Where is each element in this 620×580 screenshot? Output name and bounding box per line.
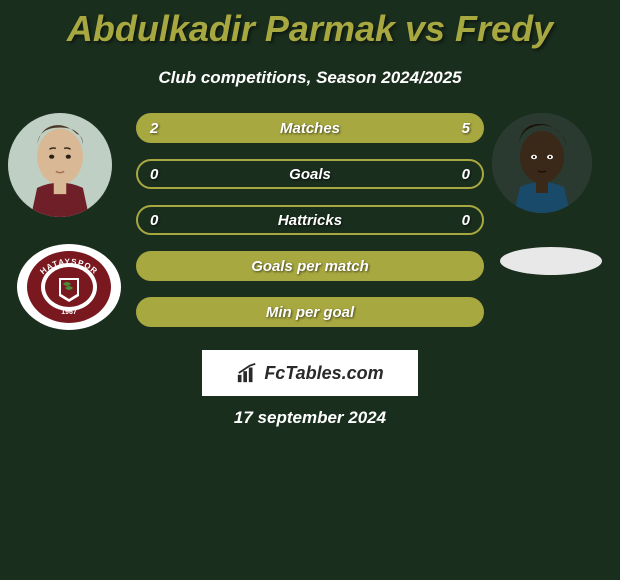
player-left-silhouette-icon bbox=[8, 113, 112, 217]
player-right-avatar bbox=[492, 113, 592, 213]
page-subtitle: Club competitions, Season 2024/2025 bbox=[0, 68, 620, 88]
player-left-avatar bbox=[8, 113, 112, 217]
club-right-badge bbox=[500, 247, 602, 275]
stat-label: Goals per match bbox=[138, 258, 482, 275]
club-left-crest-icon: HATAYSPOR 1967 bbox=[17, 244, 121, 330]
stat-row: Min per goal bbox=[136, 297, 484, 327]
stat-row: 2Matches5 bbox=[136, 113, 484, 143]
stat-label: Matches bbox=[138, 120, 482, 137]
stat-label: Hattricks bbox=[138, 212, 482, 229]
stat-row: 0Goals0 bbox=[136, 159, 484, 189]
stat-row: Goals per match bbox=[136, 251, 484, 281]
svg-text:1967: 1967 bbox=[61, 309, 77, 316]
stats-container: 2Matches50Goals00Hattricks0Goals per mat… bbox=[136, 113, 484, 343]
stat-row: 0Hattricks0 bbox=[136, 205, 484, 235]
watermark: FcTables.com bbox=[202, 350, 418, 396]
stat-label: Min per goal bbox=[138, 304, 482, 321]
stat-left-value: 2 bbox=[150, 120, 158, 137]
page-title: Abdulkadir Parmak vs Fredy bbox=[0, 0, 620, 50]
stat-right-value: 5 bbox=[462, 120, 470, 137]
stat-label: Goals bbox=[138, 166, 482, 183]
stat-left-value: 0 bbox=[150, 212, 158, 229]
stat-right-value: 0 bbox=[462, 166, 470, 183]
player-right-silhouette-icon bbox=[492, 113, 592, 213]
stat-right-value: 0 bbox=[462, 212, 470, 229]
stat-left-value: 0 bbox=[150, 166, 158, 183]
date-text: 17 september 2024 bbox=[0, 408, 620, 428]
watermark-text: FcTables.com bbox=[264, 363, 383, 384]
club-left-badge: HATAYSPOR 1967 bbox=[17, 244, 121, 330]
chart-icon bbox=[236, 362, 258, 384]
